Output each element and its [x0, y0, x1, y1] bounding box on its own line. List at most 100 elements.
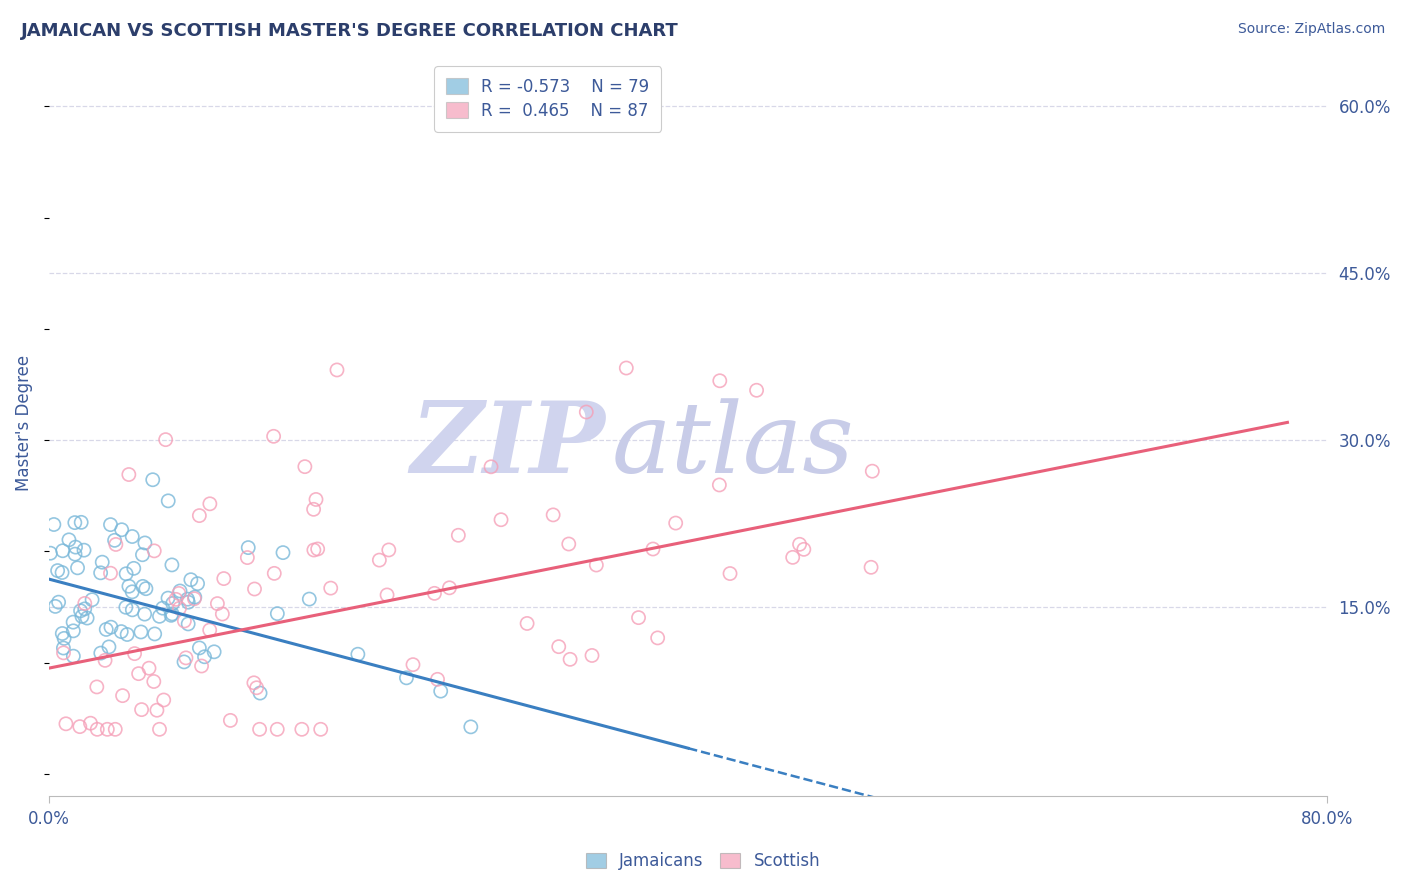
Point: [193, 649, 215, 664]
Point: [302, 502, 325, 516]
Point: [177, 616, 200, 631]
Point: [42, 517, 65, 532]
Point: [298, 592, 321, 607]
Point: [176, 592, 198, 607]
Point: [614, 361, 637, 376]
Point: [73, 596, 96, 610]
Point: [148, 609, 170, 624]
Point: [91, 555, 114, 569]
Point: [516, 616, 538, 631]
Point: [789, 537, 811, 551]
Point: [82, 592, 104, 607]
Point: [183, 591, 205, 606]
Point: [69, 604, 91, 618]
Point: [104, 537, 127, 551]
Point: [249, 686, 271, 700]
Point: [142, 674, 165, 689]
Point: [169, 601, 191, 615]
Point: [581, 648, 603, 663]
Point: [118, 579, 141, 593]
Point: [745, 384, 768, 398]
Point: [246, 681, 269, 695]
Point: [146, 703, 169, 717]
Point: [135, 582, 157, 596]
Legend: Jamaicans, Scottish: Jamaicans, Scottish: [579, 846, 827, 877]
Point: [157, 493, 180, 508]
Point: [52, 543, 75, 558]
Point: [243, 675, 266, 690]
Point: [131, 703, 153, 717]
Point: [103, 533, 125, 548]
Point: [65, 540, 87, 554]
Point: [860, 464, 883, 478]
Point: [46, 564, 69, 578]
Point: [177, 595, 200, 609]
Point: [51, 626, 73, 640]
Point: [121, 529, 143, 543]
Point: [479, 459, 502, 474]
Point: [121, 603, 143, 617]
Point: [167, 586, 190, 600]
Point: [547, 640, 569, 654]
Point: [266, 723, 288, 737]
Point: [96, 623, 118, 637]
Point: [187, 576, 209, 591]
Point: [132, 579, 155, 593]
Point: [575, 405, 598, 419]
Point: [709, 374, 731, 388]
Point: [489, 513, 512, 527]
Point: [118, 467, 141, 482]
Point: [152, 693, 174, 707]
Point: [129, 624, 152, 639]
Point: [263, 566, 285, 581]
Point: [134, 607, 156, 621]
Point: [307, 541, 329, 556]
Point: [375, 588, 398, 602]
Point: [263, 429, 285, 443]
Point: [79, 716, 101, 731]
Point: [174, 651, 197, 665]
Point: [53, 632, 76, 646]
Point: [266, 607, 288, 621]
Point: [219, 714, 242, 728]
Point: [157, 591, 180, 606]
Point: [63, 516, 86, 530]
Point: [447, 528, 470, 542]
Point: [143, 627, 166, 641]
Point: [66, 561, 89, 575]
Point: [541, 508, 564, 522]
Point: [100, 566, 122, 581]
Point: [180, 573, 202, 587]
Point: [122, 561, 145, 575]
Point: [271, 546, 294, 560]
Point: [143, 544, 166, 558]
Point: [134, 536, 156, 550]
Point: [793, 542, 815, 557]
Point: [460, 720, 482, 734]
Point: [319, 581, 342, 595]
Point: [378, 543, 401, 558]
Point: [585, 558, 607, 572]
Point: [86, 723, 108, 737]
Point: [198, 623, 221, 637]
Point: [62, 624, 84, 638]
Point: [212, 572, 235, 586]
Point: [69, 720, 91, 734]
Point: [152, 601, 174, 615]
Point: [162, 607, 184, 621]
Point: [173, 614, 195, 628]
Point: [347, 647, 370, 661]
Text: JAMAICAN VS SCOTTISH MASTER'S DEGREE CORRELATION CHART: JAMAICAN VS SCOTTISH MASTER'S DEGREE COR…: [21, 22, 679, 40]
Point: [160, 558, 183, 572]
Point: [665, 516, 688, 530]
Point: [63, 547, 86, 561]
Point: [169, 584, 191, 599]
Point: [207, 597, 229, 611]
Point: [131, 548, 153, 562]
Point: [73, 543, 96, 558]
Point: [76, 611, 98, 625]
Point: [138, 661, 160, 675]
Point: [52, 646, 75, 660]
Point: [86, 680, 108, 694]
Point: [110, 624, 132, 639]
